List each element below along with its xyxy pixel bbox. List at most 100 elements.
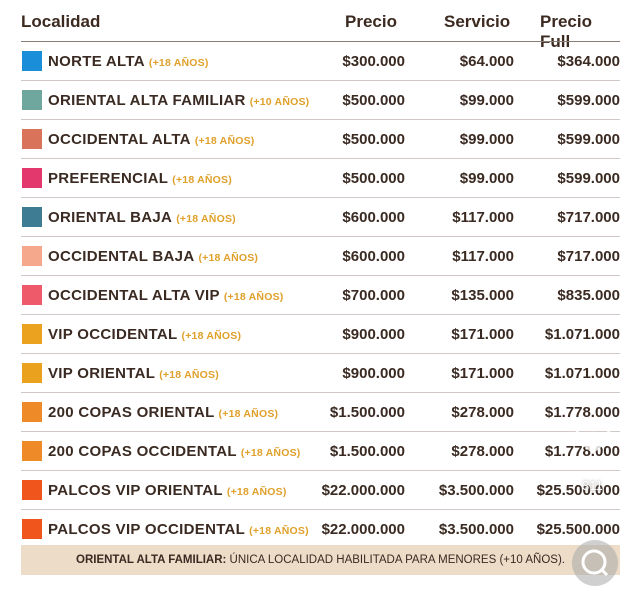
- chat-icon[interactable]: [572, 540, 618, 586]
- localidad-name: VIP ORIENTAL (+18 AÑOS): [48, 365, 219, 382]
- localidad-name: OCCIDENTAL ALTA VIP (+18 AÑOS): [48, 287, 283, 304]
- localidad-name: ORIENTAL BAJA (+18 AÑOS): [48, 209, 236, 226]
- chat-bubble-icon: [581, 549, 609, 577]
- servicio-value: $99.000: [459, 170, 514, 187]
- precio-full-value: $1.778.000: [544, 404, 620, 421]
- color-swatch: [22, 285, 42, 305]
- precio-value: $1.500.000: [329, 443, 405, 460]
- age-restriction: (+10 AÑOS): [249, 96, 310, 108]
- precio-full-value: $1.071.000: [544, 365, 620, 382]
- table-header: Localidad Precio Servicio Precio Full: [0, 0, 626, 51]
- precio-full-value: $599.000: [557, 131, 620, 148]
- color-swatch: [22, 441, 42, 461]
- localidad-name: ORIENTAL ALTA FAMILIAR (+10 AÑOS): [48, 92, 309, 109]
- heart-icon[interactable]: [574, 418, 612, 456]
- precio-value: $500.000: [342, 131, 405, 148]
- localidad-label: OCCIDENTAL ALTA VIP: [48, 287, 220, 304]
- table-row: VIP OCCIDENTAL (+18 AÑOS) $900.000 $171.000…: [21, 315, 620, 354]
- servicio-value: $171.000: [451, 326, 514, 343]
- age-restriction: (+18 AÑOS): [249, 525, 309, 537]
- servicio-value: $117.000: [452, 209, 514, 226]
- localidad-label: PALCOS VIP OCCIDENTAL: [48, 521, 246, 538]
- precio-full-value: $599.000: [557, 170, 620, 187]
- precio-full-value: $25.500.000: [536, 482, 620, 499]
- price-table: NORTE ALTA (+18 AÑOS) $300.000 $64.000 $364.…: [0, 42, 626, 549]
- age-restriction: (+18 AÑOS): [181, 330, 242, 342]
- localidad-label: PALCOS VIP ORIENTAL: [48, 482, 223, 499]
- color-swatch: [22, 129, 42, 149]
- color-swatch: [22, 363, 42, 383]
- age-restriction: (+18 AÑOS): [226, 486, 287, 498]
- localidad-name: VIP OCCIDENTAL (+18 AÑOS): [48, 326, 241, 343]
- header-servicio: Servicio: [444, 12, 511, 31]
- precio-full-value: $364.000: [557, 53, 620, 70]
- localidad-label: 200 COPAS OCCIDENTAL: [48, 443, 237, 460]
- age-restriction: (+18 AÑOS): [240, 447, 301, 459]
- footer-note: ORIENTAL ALTA FAMILIAR: ÚNICA LOCALIDAD …: [21, 545, 620, 575]
- age-restriction: (+18 AÑOS): [194, 135, 255, 147]
- precio-value: $700.000: [342, 287, 405, 304]
- table-row: OCCIDENTAL ALTA (+18 AÑOS) $500.000 $99.000…: [21, 120, 620, 159]
- precio-full-value: $717.000: [557, 248, 620, 265]
- precio-value: $22.000.000: [321, 521, 405, 538]
- note-text: ÚNICA LOCALIDAD HABILITADA PARA MENORES …: [226, 554, 565, 566]
- precio-full-value: $25.500.000: [536, 521, 620, 538]
- color-swatch: [22, 246, 42, 266]
- precio-full-value: $717.000: [557, 209, 620, 226]
- precio-value: $22.000.000: [321, 482, 405, 499]
- header-localidad: Localidad: [21, 12, 101, 31]
- table-row: ORIENTAL ALTA FAMILIAR (+10 AÑOS) $500.000…: [21, 81, 620, 120]
- color-swatch: [22, 402, 42, 422]
- color-swatch: [22, 324, 42, 344]
- localidad-label: ORIENTAL ALTA FAMILIAR: [48, 92, 246, 109]
- localidad-name: PALCOS VIP ORIENTAL (+18 AÑOS): [48, 482, 287, 499]
- servicio-value: $278.000: [451, 404, 514, 421]
- color-swatch: [22, 207, 42, 227]
- servicio-value: $64.000: [459, 53, 514, 70]
- age-restriction: (+18 AÑOS): [198, 252, 259, 264]
- table-row: ORIENTAL BAJA (+18 AÑOS) $600.000 $117.000 $…: [21, 198, 620, 237]
- precio-full-value: $835.000: [557, 287, 620, 304]
- localidad-label: VIP ORIENTAL: [48, 365, 156, 382]
- color-swatch: [22, 51, 42, 71]
- table-row: OCCIDENTAL ALTA VIP (+18 AÑOS) $700.000 $13…: [21, 276, 620, 315]
- color-swatch: [22, 519, 42, 539]
- color-swatch: [22, 480, 42, 500]
- age-restriction: (+18 AÑOS): [218, 408, 279, 420]
- precio-value: $300.000: [342, 53, 405, 70]
- precio-value: $1.500.000: [329, 404, 405, 421]
- note-bold: ORIENTAL ALTA FAMILIAR:: [76, 554, 227, 566]
- age-restriction: (+18 AÑOS): [159, 369, 219, 381]
- localidad-label: OCCIDENTAL ALTA: [48, 131, 191, 148]
- precio-value: $500.000: [342, 92, 405, 109]
- servicio-value: $99.000: [459, 131, 514, 148]
- table-row: 200 COPAS ORIENTAL (+18 AÑOS) $1.500.000 $2…: [21, 393, 620, 432]
- localidad-name: OCCIDENTAL BAJA (+18 AÑOS): [48, 248, 258, 265]
- precio-value: $900.000: [342, 326, 405, 343]
- table-row: OCCIDENTAL BAJA (+18 AÑOS) $600.000 $117.00…: [21, 237, 620, 276]
- age-restriction: (+18 AÑOS): [172, 174, 232, 186]
- localidad-name: PALCOS VIP OCCIDENTAL (+18 AÑOS): [48, 521, 309, 538]
- table-row: VIP ORIENTAL (+18 AÑOS) $900.000 $171.000 $1…: [21, 354, 620, 393]
- servicio-value: $135.000: [451, 287, 514, 304]
- table-row: PALCOS VIP ORIENTAL (+18 AÑOS) $22.000.000…: [21, 471, 620, 510]
- header-divider: [21, 41, 620, 42]
- localidad-label: VIP OCCIDENTAL: [48, 326, 178, 343]
- color-swatch: [22, 90, 42, 110]
- servicio-value: $171.000: [451, 365, 514, 382]
- precio-value: $500.000: [342, 170, 405, 187]
- table-row: PREFERENCIAL (+18 AÑOS) $500.000 $99.000 $59…: [21, 159, 620, 198]
- table-row: 200 COPAS OCCIDENTAL (+18 AÑOS) $1.500.000…: [21, 432, 620, 471]
- color-swatch: [22, 168, 42, 188]
- precio-full-value: $1.071.000: [544, 326, 620, 343]
- servicio-value: $3.500.000: [438, 521, 514, 538]
- localidad-label: 200 COPAS ORIENTAL: [48, 404, 215, 421]
- servicio-value: $3.500.000: [438, 482, 514, 499]
- age-restriction: (+18 AÑOS): [176, 213, 236, 225]
- age-restriction: (+18 AÑOS): [223, 291, 284, 303]
- servicio-value: $117.000: [452, 248, 514, 265]
- localidad-label: OCCIDENTAL BAJA: [48, 248, 195, 265]
- localidad-label: ORIENTAL BAJA: [48, 209, 173, 226]
- servicio-value: $99.000: [459, 92, 514, 109]
- localidad-name: 200 COPAS OCCIDENTAL (+18 AÑOS): [48, 443, 300, 460]
